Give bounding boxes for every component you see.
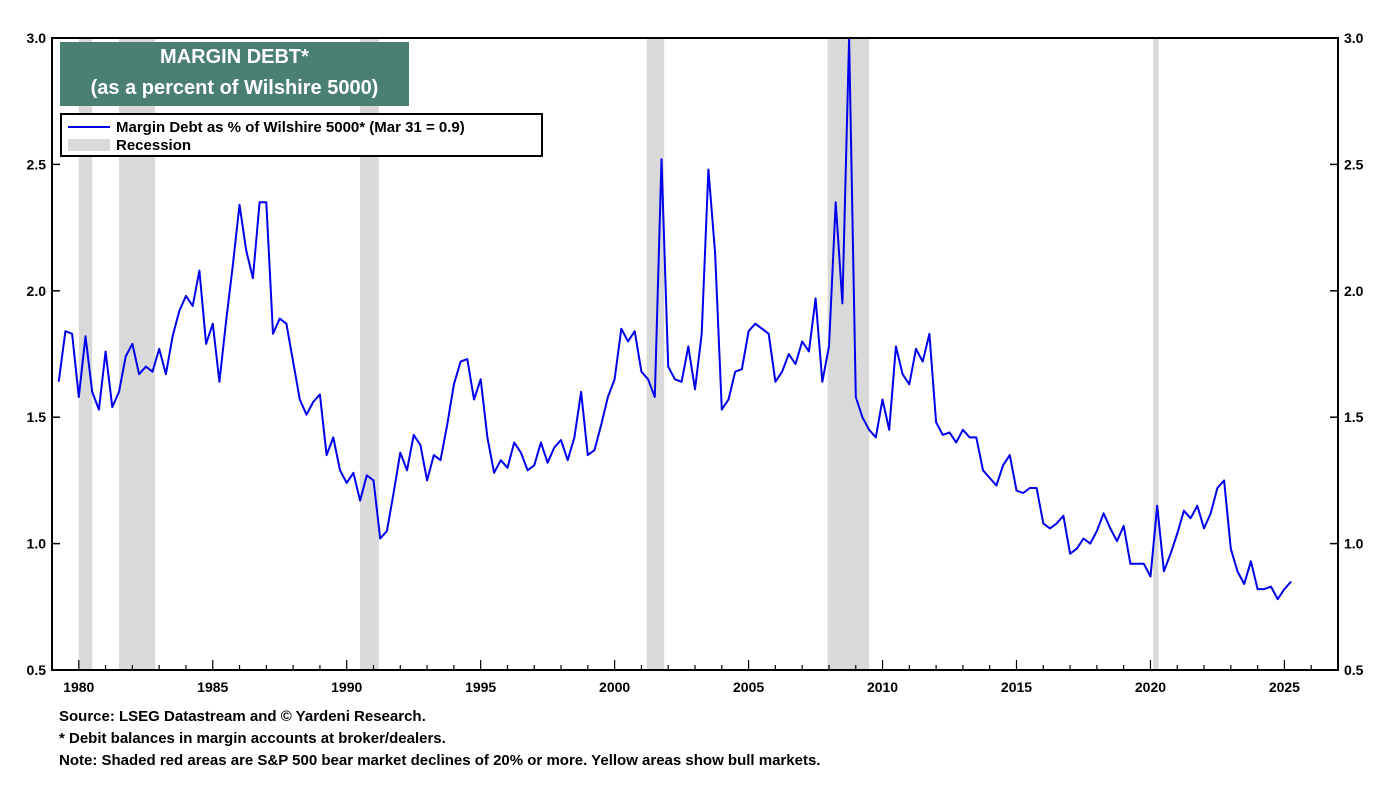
y-tick-label-left: 2.0 bbox=[27, 283, 47, 299]
x-tick-label: 1980 bbox=[63, 679, 94, 695]
y-tick-label-left: 1.0 bbox=[27, 536, 47, 552]
y-tick-label-left: 1.5 bbox=[27, 409, 47, 425]
y-tick-label-right: 2.0 bbox=[1344, 283, 1364, 299]
x-tick-label: 2005 bbox=[733, 679, 764, 695]
recession-bands bbox=[78, 38, 1159, 670]
recession-band-5 bbox=[1153, 38, 1159, 670]
legend-series-label: Margin Debt as % of Wilshire 5000* (Mar … bbox=[116, 118, 465, 136]
y-tick-label-right: 0.5 bbox=[1344, 662, 1364, 678]
chart-notes: Source: LSEG Datastream and © Yardeni Re… bbox=[59, 706, 820, 772]
recession-band-2 bbox=[360, 38, 379, 670]
y-tick-label-right: 1.0 bbox=[1344, 536, 1364, 552]
legend-recession-label: Recession bbox=[116, 136, 192, 154]
legend: Margin Debt as % of Wilshire 5000* (Mar … bbox=[60, 113, 543, 157]
chart-title-box: MARGIN DEBT* (as a percent of Wilshire 5… bbox=[60, 42, 409, 106]
chart: 0.5 0.5 1.0 1.0 1.5 1.5 2.0 2.0 2.5 2.5 3.0 3.0 198… bbox=[27, 30, 1364, 695]
footnote: * Debit balances in margin accounts at b… bbox=[59, 730, 446, 747]
chart-subtitle: (as a percent of Wilshire 5000) bbox=[90, 77, 379, 99]
x-tick-label: 2000 bbox=[599, 679, 630, 695]
y-axis-ticks: 0.5 0.5 1.0 1.0 1.5 1.5 2.0 2.0 2.5 2.5 3.0 3.0 bbox=[27, 30, 1364, 678]
x-tick-label: 2020 bbox=[1135, 679, 1166, 695]
x-tick-label: 1995 bbox=[465, 679, 496, 695]
y-tick-label-left: 2.5 bbox=[27, 156, 47, 172]
y-tick-label-right: 3.0 bbox=[1344, 30, 1364, 46]
y-tick-label-right: 2.5 bbox=[1344, 156, 1364, 172]
y-tick-label-left: 3.0 bbox=[27, 30, 47, 46]
x-tick-label: 2025 bbox=[1269, 679, 1300, 695]
legend-recession-swatch bbox=[68, 139, 110, 151]
x-tick-label: 2010 bbox=[867, 679, 898, 695]
x-tick-label: 1990 bbox=[331, 679, 362, 695]
legend-entry-recession: Recession bbox=[68, 136, 191, 154]
source-note: Source: LSEG Datastream and © Yardeni Re… bbox=[59, 708, 426, 725]
y-tick-label-left: 0.5 bbox=[27, 662, 47, 678]
chart-title: MARGIN DEBT* bbox=[160, 46, 309, 68]
legend-entry-series: Margin Debt as % of Wilshire 5000* (Mar … bbox=[68, 118, 465, 136]
x-tick-label: 2015 bbox=[1001, 679, 1032, 695]
series-lines bbox=[57, 37, 1292, 601]
legend-line-swatch bbox=[68, 126, 110, 128]
recession-band-4 bbox=[827, 38, 870, 670]
recession-band-0 bbox=[78, 38, 93, 670]
y-tick-label-right: 1.5 bbox=[1344, 409, 1364, 425]
shading-note: Note: Shaded red areas are S&P 500 bear … bbox=[59, 752, 821, 769]
x-tick-label: 1985 bbox=[197, 679, 228, 695]
x-axis-ticks: 1980 1985 1990 1995 2000 2005 2010 2015 2020 2025 bbox=[51, 660, 1339, 695]
series-line-0 bbox=[57, 37, 1292, 601]
